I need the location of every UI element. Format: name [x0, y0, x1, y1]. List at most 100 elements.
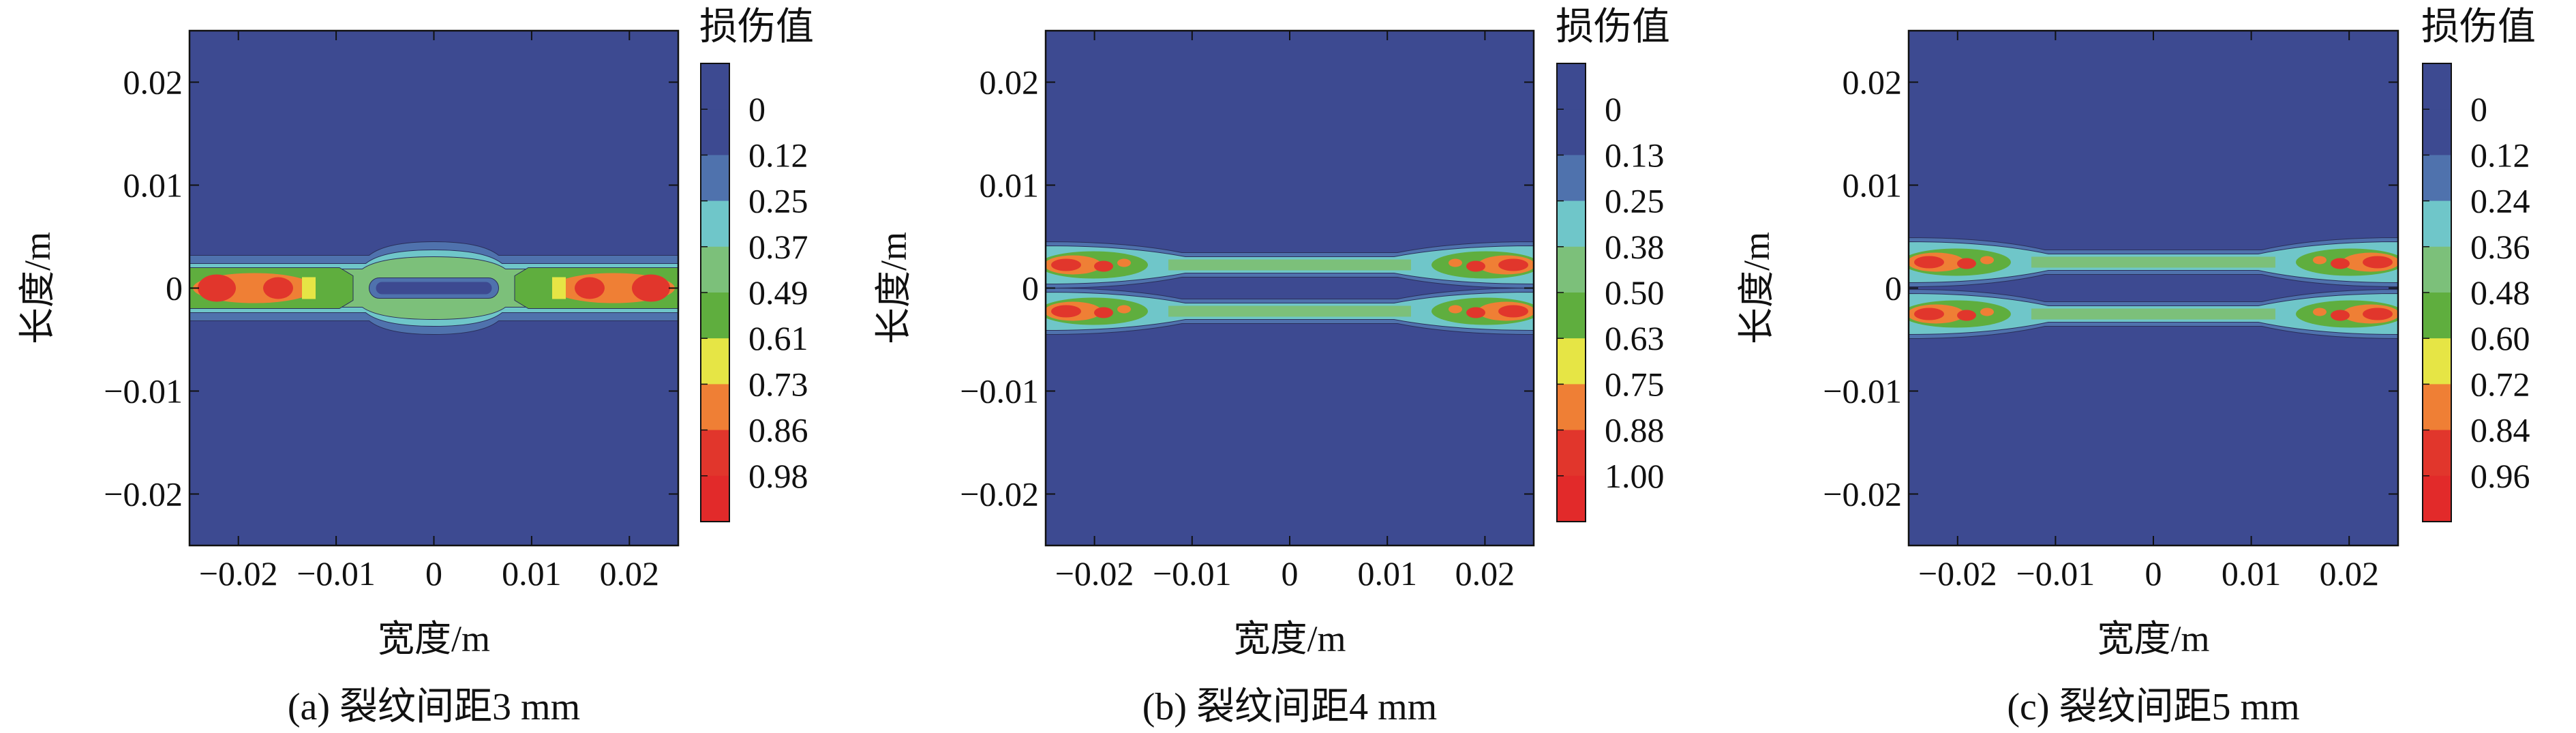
red-spot-left	[263, 277, 293, 299]
colorbar-level-label: 0.75	[1605, 365, 1665, 403]
x-tick-label: −0.02	[1918, 554, 1997, 593]
red-spot-upper-right	[1466, 260, 1485, 272]
colorbar-swatch	[701, 338, 729, 385]
contour-background	[1909, 31, 2398, 545]
colorbar-level-label: 0.96	[2470, 457, 2530, 495]
colorbar-level-label: 0	[2470, 90, 2487, 128]
damage-band-upper-core	[1168, 259, 1411, 271]
red-zone-left	[198, 274, 236, 302]
colorbar-level-label: 1.00	[1605, 457, 1665, 495]
colorbar: 0 0.12 0.25 0.37 0.49 0.61 0.73 0.86 0.98 损伤值	[699, 6, 814, 522]
x-tick-label: 0.02	[600, 554, 660, 593]
red-spot-upper-right	[2331, 258, 2350, 269]
orange-spot-lower-left	[1980, 308, 1994, 316]
damage-band-lower-core	[1168, 305, 1411, 317]
colorbar-swatch	[1557, 200, 1586, 248]
colorbar-swatch	[1557, 246, 1586, 293]
red-zone-lower-right	[2363, 308, 2393, 320]
x-tick-label: −0.02	[1055, 554, 1134, 593]
colorbar-swatch	[701, 384, 729, 431]
colorbar-level-label: 0.24	[2470, 182, 2530, 220]
colorbar-level-label: 0.60	[2470, 319, 2530, 357]
colorbar-swatch	[1557, 338, 1586, 385]
y-axis-label: 长度/m	[873, 232, 914, 344]
y-tick-label: −0.02	[1823, 475, 1902, 513]
x-tick-label: 0	[1282, 554, 1299, 593]
x-axis-label: 宽度/m	[378, 618, 490, 659]
red-zone-lower-right	[1498, 305, 1528, 318]
colorbar-title: 损伤值	[1556, 6, 1670, 48]
panel-caption: (a) 裂纹间距3 mm	[288, 686, 580, 728]
x-tick-label: −0.01	[2016, 554, 2095, 593]
yellow-zone-right	[552, 277, 566, 299]
colorbar-swatch	[2423, 246, 2451, 293]
red-zone-upper-right	[1498, 258, 1528, 271]
x-tick-label: 0.01	[2222, 554, 2282, 593]
colorbar-swatch	[1557, 109, 1586, 155]
orange-spot-lower-right	[1449, 305, 1462, 314]
yellow-zone-left	[302, 277, 316, 299]
colorbar-level-label: 0.88	[1605, 411, 1665, 449]
red-spot-upper-left	[1957, 258, 1976, 269]
colorbar-level-label: 0.73	[748, 365, 808, 403]
red-spot-upper-left	[1094, 260, 1113, 272]
colorbar-swatch	[701, 475, 729, 522]
colorbar-swatch	[2423, 384, 2451, 431]
orange-spot-lower-left	[1117, 305, 1131, 314]
x-axis-label: 宽度/m	[1233, 618, 1346, 659]
colorbar-level-label: 0	[1605, 90, 1622, 128]
x-tick-label: 0	[2145, 554, 2162, 593]
orange-spot-upper-right	[1449, 258, 1462, 267]
colorbar-level-label: 0.98	[748, 457, 808, 495]
colorbar-swatch	[2423, 63, 2451, 110]
y-tick-label: −0.02	[104, 475, 183, 513]
colorbar: 0 0.12 0.24 0.36 0.48 0.60 0.72 0.84 0.96 损伤值	[2421, 6, 2536, 522]
red-zone-upper-right	[2363, 256, 2393, 269]
y-tick-label: 0	[1022, 269, 1039, 308]
red-zone-lower-left	[1051, 305, 1081, 318]
y-axis-label: 长度/m	[17, 232, 58, 344]
orange-spot-upper-left	[1117, 258, 1131, 267]
x-tick-label: 0.01	[502, 554, 562, 593]
colorbar: 0 0.13 0.25 0.38 0.50 0.63 0.75 0.88 1.00 损伤值	[1556, 6, 1670, 522]
damage-band-upper-core	[2031, 256, 2275, 268]
colorbar-swatch	[1557, 155, 1586, 202]
x-axis-label: 宽度/m	[2097, 618, 2209, 659]
colorbar-swatch	[701, 155, 729, 202]
colorbar-swatch	[701, 109, 729, 155]
colorbar-level-label: 0.38	[1605, 228, 1665, 266]
y-tick-label: 0.02	[1843, 63, 1903, 102]
orange-spot-lower-right	[2313, 308, 2327, 316]
colorbar-swatch	[1557, 293, 1586, 339]
colorbar-swatch	[2423, 200, 2451, 248]
y-tick-label: 0.01	[1843, 166, 1903, 205]
y-tick-label: 0	[1885, 269, 1902, 308]
colorbar-swatch	[701, 293, 729, 339]
x-tick-label: −0.02	[199, 554, 278, 593]
colorbar-swatch	[2423, 293, 2451, 339]
colorbar-swatch	[701, 430, 729, 477]
orange-spot-upper-left	[1980, 256, 1994, 265]
contour-field	[190, 241, 678, 335]
colorbar-swatch	[1557, 475, 1586, 522]
red-zone-right	[632, 274, 670, 302]
colorbar-level-label: 0.50	[1605, 273, 1665, 312]
hollow-center	[376, 282, 492, 295]
colorbar-swatch	[2423, 475, 2451, 522]
chart-panel-a: −0.02 −0.01 0 0.01 0.02 0.02 0.01 0 −0.01 −0.02 宽度…	[17, 6, 814, 728]
red-spot-lower-left	[1094, 307, 1113, 318]
x-tick-label: 0.01	[1357, 554, 1417, 593]
colorbar-level-label: 0.63	[1605, 319, 1665, 357]
y-tick-label: 0.02	[980, 63, 1040, 102]
red-zone-lower-left	[1914, 308, 1944, 320]
y-axis-label: 长度/m	[1736, 232, 1777, 344]
colorbar-swatch	[1557, 430, 1586, 477]
x-tick-label: 0.02	[1455, 554, 1515, 593]
colorbar-level-label: 0.84	[2470, 411, 2530, 449]
colorbar-swatch	[1557, 384, 1586, 431]
colorbar-level-label: 0.61	[748, 319, 808, 357]
red-spot-right	[575, 277, 605, 299]
colorbar-level-label: 0	[748, 90, 766, 128]
colorbar-title: 损伤值	[699, 6, 814, 48]
